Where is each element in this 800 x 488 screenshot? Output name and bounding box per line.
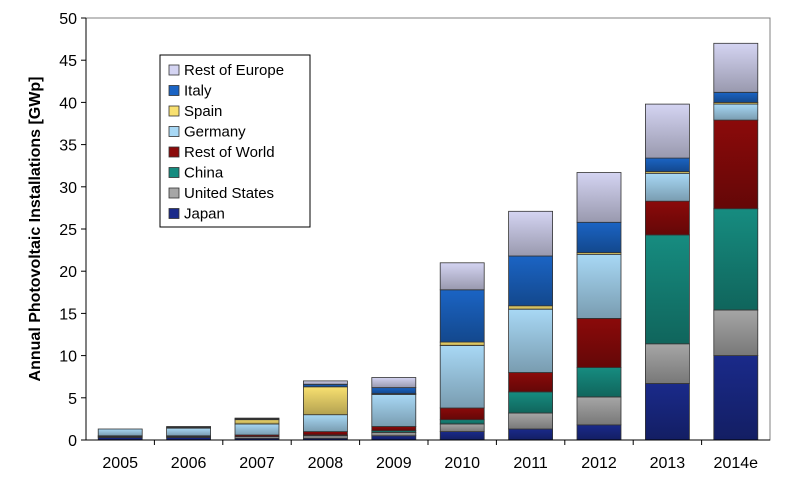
y-tick-label: 0 — [68, 433, 77, 450]
bar-segment-spain-2010 — [439, 341, 485, 346]
bar-segment-rest-of-world-2014e — [713, 119, 759, 210]
bar-segment-japan-2010 — [439, 431, 485, 441]
bar-segment-germany-2012 — [576, 253, 622, 319]
bar-segment-rest-of-europe-2014e — [713, 42, 759, 93]
legend-swatch-italy — [168, 85, 180, 96]
bar-segment-germany-2007 — [234, 423, 280, 436]
bars-group — [97, 42, 759, 441]
bar-segment-germany-2009 — [371, 393, 417, 427]
x-tick-label: 2008 — [308, 455, 344, 472]
bar-segment-italy-2011 — [508, 255, 554, 307]
bar-segment-rest-of-europe-2013 — [645, 103, 690, 159]
bar-segment-japan-2013 — [645, 383, 690, 441]
legend-label-italy: Italy — [184, 83, 212, 100]
y-tick-label: 30 — [59, 180, 77, 197]
y-tick-label: 40 — [59, 95, 77, 112]
bar-segment-rest-of-europe-2007 — [234, 417, 280, 420]
x-tick-label: 2014e — [714, 455, 759, 472]
bar-segment-united-states-2010 — [439, 423, 485, 432]
x-tick-label: 2007 — [239, 455, 275, 472]
bar-segment-united-states-2008 — [302, 435, 348, 439]
bar-segment-rest-of-europe-2008 — [302, 380, 348, 385]
y-tick-label: 15 — [59, 306, 77, 323]
legend-label-spain: Spain — [184, 103, 222, 120]
y-tick-label: 25 — [59, 222, 77, 239]
bar-segment-spain-2008 — [302, 386, 348, 416]
legend-swatch-japan — [168, 208, 180, 219]
legend-swatch-rest-of-world — [168, 146, 180, 158]
legend-label-rest-of-europe: Rest of Europe — [184, 62, 284, 79]
bar-segment-rest-of-europe-2011 — [508, 210, 554, 257]
bar-segment-china-2014e — [713, 208, 759, 311]
bar-segment-rest-of-world-2010 — [439, 407, 485, 421]
bar-segment-germany-2006 — [166, 427, 212, 437]
bar-segment-japan-2009 — [371, 435, 417, 441]
bar-segment-rest-of-world-2013 — [645, 200, 690, 236]
y-tick-label: 20 — [59, 264, 77, 281]
legend-label-germany: Germany — [184, 124, 246, 141]
bar-segment-germany-2010 — [439, 345, 485, 409]
legend-swatch-germany — [168, 126, 180, 137]
y-tick-label: 45 — [59, 53, 77, 70]
legend-box — [159, 54, 311, 228]
legend-swatch-spain — [168, 105, 180, 117]
legend-swatch-china — [168, 167, 180, 178]
bar-segment-germany-2011 — [508, 308, 554, 373]
bar-segment-italy-2014e — [713, 91, 759, 103]
bar-segment-germany-2005 — [97, 428, 143, 437]
y-tick-label: 5 — [68, 391, 77, 408]
bar-segment-germany-2014e — [713, 103, 759, 121]
x-tick-label: 2011 — [513, 455, 548, 472]
bar-segment-united-states-2013 — [645, 343, 690, 384]
x-tick-label: 2009 — [376, 455, 412, 472]
bar-segment-italy-2009 — [371, 387, 417, 395]
bar-segment-rest-of-world-2011 — [508, 372, 554, 393]
x-tick-label: 2005 — [102, 455, 138, 472]
legend-label-china: China — [184, 165, 224, 182]
bar-segment-united-states-2012 — [576, 396, 622, 426]
x-tick-label: 2010 — [444, 455, 480, 472]
bar-segment-united-states-2009 — [371, 431, 417, 437]
bar-segment-rest-of-europe-2012 — [576, 172, 622, 223]
bar-segment-united-states-2014e — [713, 309, 759, 356]
bar-segment-italy-2013 — [645, 157, 690, 173]
y-axis-title: Annual Photovoltaic Installations [GWp] — [27, 77, 44, 382]
legend-swatch-rest-of-europe — [168, 64, 180, 76]
bar-segment-spain-2011 — [508, 305, 554, 310]
legend-swatch-united-states — [168, 187, 180, 199]
x-tick-label: 2012 — [581, 455, 617, 472]
bar-segment-germany-2013 — [645, 172, 690, 202]
bar-segment-italy-2010 — [439, 289, 485, 343]
axes-group: 0 5 10 15 20 25 30 35 40 45 50 2005 2006 2007 2008 2009… — [59, 11, 771, 472]
x-tick-label: 2006 — [171, 455, 207, 472]
bar-segment-rest-of-world-2008 — [302, 431, 348, 436]
legend-label-japan: Japan — [184, 206, 225, 223]
bar-segment-china-2010 — [439, 419, 485, 425]
y-tick-label: 35 — [59, 138, 77, 155]
legend-label-rest-of-world: Rest of World — [184, 144, 275, 161]
bar-segment-china-2011 — [508, 391, 554, 414]
bar-segment-china-2012 — [576, 366, 622, 398]
bar-segment-rest-of-europe-2006 — [166, 426, 212, 428]
x-tick-label: 2013 — [650, 455, 686, 472]
legend: Rest of Europe Italy Spain Germany Rest of W… — [159, 54, 311, 228]
bar-segment-united-states-2011 — [508, 412, 554, 430]
y-tick-label: 50 — [59, 11, 77, 28]
bar-segment-japan-2011 — [508, 428, 554, 441]
bar-segment-japan-2014e — [713, 355, 759, 441]
bar-segment-rest-of-world-2009 — [371, 426, 417, 432]
y-tick-label: 10 — [59, 349, 77, 366]
bar-segment-rest-of-europe-2010 — [439, 262, 485, 291]
bar-segment-spain-2007 — [234, 419, 280, 425]
bar-segment-germany-2008 — [302, 414, 348, 433]
bar-segment-japan-2012 — [576, 424, 622, 441]
bar-segment-china-2013 — [645, 234, 690, 345]
bar-segment-rest-of-world-2012 — [576, 318, 622, 368]
legend-label-united-states: United States — [184, 185, 274, 202]
bar-segment-italy-2012 — [576, 221, 622, 253]
bar-segment-rest-of-europe-2009 — [371, 377, 417, 389]
